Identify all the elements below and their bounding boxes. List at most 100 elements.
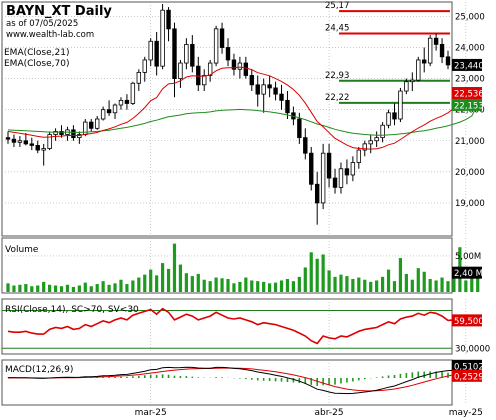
volume-bar xyxy=(380,276,385,292)
last-label-price-text: 23,440 xyxy=(454,61,484,71)
candle xyxy=(23,132,29,146)
last-label-ema70-text: 22,153 xyxy=(454,101,484,111)
candle-body xyxy=(427,37,433,64)
ema21-line xyxy=(7,66,478,150)
candle-body xyxy=(23,140,29,145)
volume-bar xyxy=(428,279,432,292)
candle xyxy=(350,156,356,182)
candle-body xyxy=(309,152,314,185)
volume-bar xyxy=(166,268,171,292)
level-label: 22,22 xyxy=(325,93,349,103)
candle-body xyxy=(237,62,243,70)
candle-body xyxy=(94,118,100,129)
volume-bar xyxy=(77,285,81,292)
candle-body xyxy=(445,56,451,66)
rsi-last-label-text: 59,5007 xyxy=(454,317,489,327)
x-tick-label: mar-25 xyxy=(135,408,167,418)
candle xyxy=(213,25,219,67)
candle xyxy=(374,131,379,147)
volume-bar xyxy=(386,269,391,292)
volume-bar xyxy=(315,258,319,292)
candle-body xyxy=(314,183,320,204)
volume-bar xyxy=(369,281,373,292)
candle xyxy=(207,59,213,82)
macd-signal-last-label-bg xyxy=(452,369,482,382)
volume-bar xyxy=(95,284,99,292)
volume-bar xyxy=(434,280,438,292)
candle-body xyxy=(136,71,142,84)
candle xyxy=(178,59,183,88)
candle-body xyxy=(160,9,165,67)
candle xyxy=(249,69,254,92)
volume-tick-label: 5,00M xyxy=(455,252,481,262)
volume-bar xyxy=(48,284,52,292)
level-label: 25,17 xyxy=(325,1,349,11)
candle xyxy=(386,109,391,129)
candle xyxy=(225,38,231,67)
candle xyxy=(5,131,11,144)
candle-body xyxy=(320,152,326,204)
last-label-ema70: 22,153 xyxy=(452,98,484,111)
candle-body xyxy=(213,28,219,64)
macd-line xyxy=(8,366,478,395)
candle-body xyxy=(326,152,332,179)
candle-body xyxy=(184,44,189,64)
volume-bar xyxy=(18,284,22,292)
candle xyxy=(332,168,338,194)
candle-body xyxy=(410,79,415,83)
candle xyxy=(142,56,147,82)
candle xyxy=(237,56,243,79)
candle-body xyxy=(350,162,356,176)
volume-bar xyxy=(410,279,414,292)
volume-bar xyxy=(119,279,123,292)
level-label: 24,45 xyxy=(325,24,349,34)
candle xyxy=(71,125,76,141)
volume-bar xyxy=(36,285,40,292)
candle-body xyxy=(285,99,290,114)
candle-body xyxy=(374,137,379,142)
candle-body xyxy=(338,168,344,188)
candle-body xyxy=(148,40,153,61)
volume-bar xyxy=(303,267,307,292)
candle-body xyxy=(380,124,385,139)
volume-bar xyxy=(190,276,194,292)
candle-body xyxy=(398,90,403,120)
macd-signal-last-label-text: 0,2529 xyxy=(454,372,484,382)
candle-body xyxy=(166,9,171,30)
volume-bar xyxy=(250,280,254,292)
volume-bar xyxy=(339,274,343,292)
price-panel xyxy=(1,1,453,237)
volume-bar xyxy=(232,283,236,292)
volume-bar xyxy=(24,284,28,292)
candle-body xyxy=(225,47,231,61)
volume-bar xyxy=(440,277,444,292)
candle-body xyxy=(59,131,64,135)
rsi-panel-title: RSI(Close,14), SC>70, SV<30 xyxy=(5,305,139,315)
volume-bar xyxy=(184,273,188,292)
website-label: www.wealth-lab.com xyxy=(6,30,94,40)
candle xyxy=(326,143,332,188)
candle-body xyxy=(273,87,278,95)
candle-body xyxy=(190,44,195,67)
volume-bar xyxy=(160,263,165,292)
volume-bar xyxy=(416,268,420,292)
volume-bar xyxy=(238,281,242,292)
volume-bar xyxy=(404,273,408,292)
volume-bar xyxy=(256,281,260,292)
candle xyxy=(130,81,136,106)
volume-bar xyxy=(71,286,76,292)
volume-bar xyxy=(327,270,331,292)
candle-body xyxy=(404,81,409,92)
chart-title: BAYN_XT Daily xyxy=(6,4,112,19)
candle xyxy=(255,75,260,107)
candle-body xyxy=(439,44,445,58)
volume-bar xyxy=(279,280,284,292)
volume-bar xyxy=(83,282,87,292)
candle-body xyxy=(118,99,124,106)
candle-body xyxy=(29,143,34,146)
candle xyxy=(29,137,34,151)
volume-bar xyxy=(452,267,456,292)
candle xyxy=(35,140,40,154)
